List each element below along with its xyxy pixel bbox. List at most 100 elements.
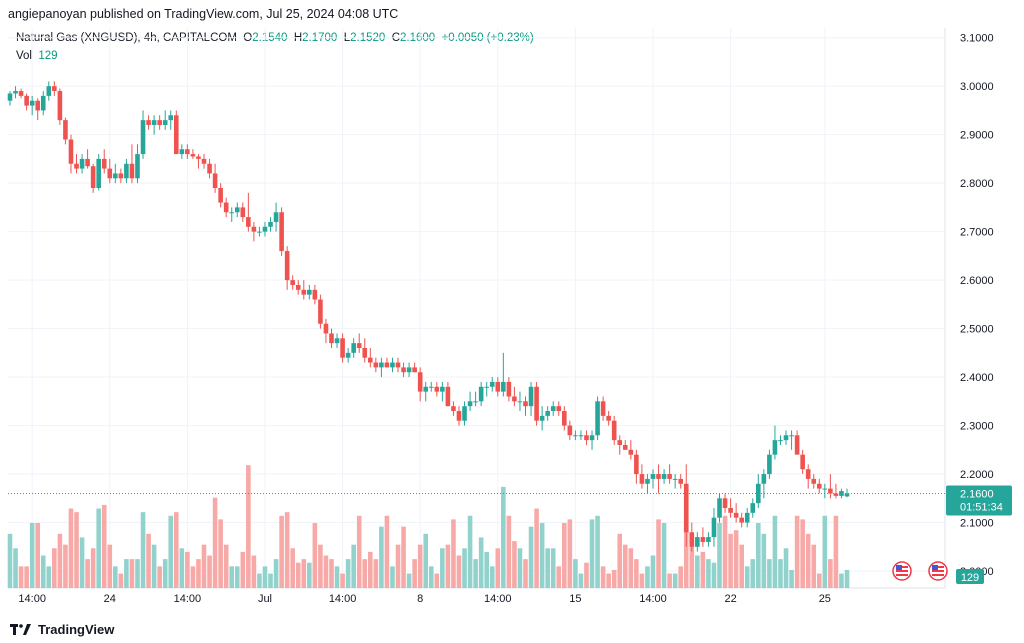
volume-bar xyxy=(428,566,434,588)
volume-bar xyxy=(595,515,600,588)
volume-bar xyxy=(351,544,356,588)
volume-bar xyxy=(257,573,262,588)
volume-bar xyxy=(273,559,279,588)
candle-body xyxy=(611,420,617,441)
volume-bar xyxy=(345,559,351,588)
candle-body xyxy=(467,401,473,407)
candle-body xyxy=(229,212,235,214)
volume-bar xyxy=(284,512,290,588)
candle-body xyxy=(417,372,423,392)
volume-bar xyxy=(379,526,384,588)
time-axis-tick-label: Jul xyxy=(258,593,272,605)
candle-body xyxy=(101,158,107,169)
volume-bar xyxy=(218,519,223,588)
publisher-line: angiepanoyan published on TradingView.co… xyxy=(8,7,399,21)
candle-body xyxy=(805,469,811,479)
volume-bar xyxy=(844,569,850,588)
candle-body xyxy=(589,435,595,441)
volume-bar xyxy=(728,533,733,588)
candle-body xyxy=(46,86,52,96)
volume-bar xyxy=(722,515,728,588)
candle-body xyxy=(262,226,268,232)
volume-bar xyxy=(406,573,412,588)
volume-bar xyxy=(323,555,329,588)
candle-body xyxy=(534,386,539,421)
volume-bar xyxy=(29,523,35,588)
volume-bar xyxy=(18,566,24,588)
volume-bar xyxy=(816,573,822,588)
volume-bar xyxy=(794,515,800,588)
volume-bar xyxy=(672,573,678,588)
volume-bar xyxy=(628,548,634,588)
candle-body xyxy=(639,474,645,484)
candle-body xyxy=(744,512,750,523)
volume-bar xyxy=(290,548,295,588)
volume-bar xyxy=(473,559,478,588)
time-axis-tick-label: 14:00 xyxy=(174,593,202,605)
time-axis-tick-label: 14:00 xyxy=(18,593,46,605)
candle-body xyxy=(556,406,562,412)
candle-body xyxy=(118,173,124,179)
candle-body xyxy=(96,158,101,188)
volume-bar xyxy=(356,515,362,588)
price-axis-tick-label: 2.8000 xyxy=(960,178,994,190)
volume-bar xyxy=(833,515,839,588)
volume-bar xyxy=(783,548,789,588)
candle-body xyxy=(473,401,478,403)
volume-bar xyxy=(600,566,606,588)
volume-bar xyxy=(74,512,79,588)
volume-bar xyxy=(118,573,124,588)
candle-body xyxy=(52,86,57,92)
tradingview-logo-icon xyxy=(10,623,32,636)
candle-body xyxy=(728,508,733,513)
volume-bar xyxy=(24,566,29,588)
candle-body xyxy=(700,537,706,542)
volume-bar xyxy=(279,515,284,588)
volume-bar xyxy=(512,541,517,588)
candle-body xyxy=(683,483,689,533)
volume-bar xyxy=(611,569,617,588)
candle-body xyxy=(539,415,545,421)
candle-body xyxy=(462,406,467,421)
volume-bar xyxy=(700,551,706,588)
candle-body xyxy=(74,163,79,169)
volume-bar xyxy=(246,465,251,588)
volume-axis-tag-value: 129 xyxy=(961,572,979,584)
volume-bar xyxy=(539,523,545,588)
current-price-value: 2.1600 xyxy=(960,488,994,500)
footer-brand: TradingView xyxy=(10,622,114,637)
volume-bar xyxy=(717,523,722,588)
candle-body xyxy=(711,517,717,538)
brand-name: TradingView xyxy=(38,622,115,637)
volume-bar xyxy=(639,573,645,588)
candle-body xyxy=(695,537,700,547)
candle-body xyxy=(196,156,201,159)
price-axis-tick-label: 2.2000 xyxy=(960,469,994,481)
volume-bar xyxy=(484,551,490,588)
us-flag-event-icon[interactable] xyxy=(892,561,912,581)
candle-body xyxy=(562,411,567,426)
candle-body xyxy=(550,406,556,412)
candle-body xyxy=(395,362,401,368)
candle-body xyxy=(478,386,484,402)
volume-bar xyxy=(312,523,318,588)
candle-body xyxy=(329,333,334,344)
candle-body xyxy=(634,454,639,475)
candle-body xyxy=(844,493,850,497)
candle-body xyxy=(672,478,678,480)
candle-body xyxy=(828,488,833,494)
candle-body xyxy=(362,348,368,358)
volume-bar xyxy=(96,508,101,588)
candle-body xyxy=(495,381,501,392)
volume-bar xyxy=(196,559,201,588)
us-flag-event-icon[interactable] xyxy=(928,561,948,581)
volume-bar xyxy=(683,515,689,588)
volume-bar xyxy=(68,508,74,588)
volume-bar xyxy=(822,515,828,588)
volume-bar xyxy=(63,544,68,588)
candle-body xyxy=(622,444,628,450)
candle-body xyxy=(29,100,35,106)
volume-bar xyxy=(750,559,756,588)
candle-body xyxy=(323,323,329,334)
